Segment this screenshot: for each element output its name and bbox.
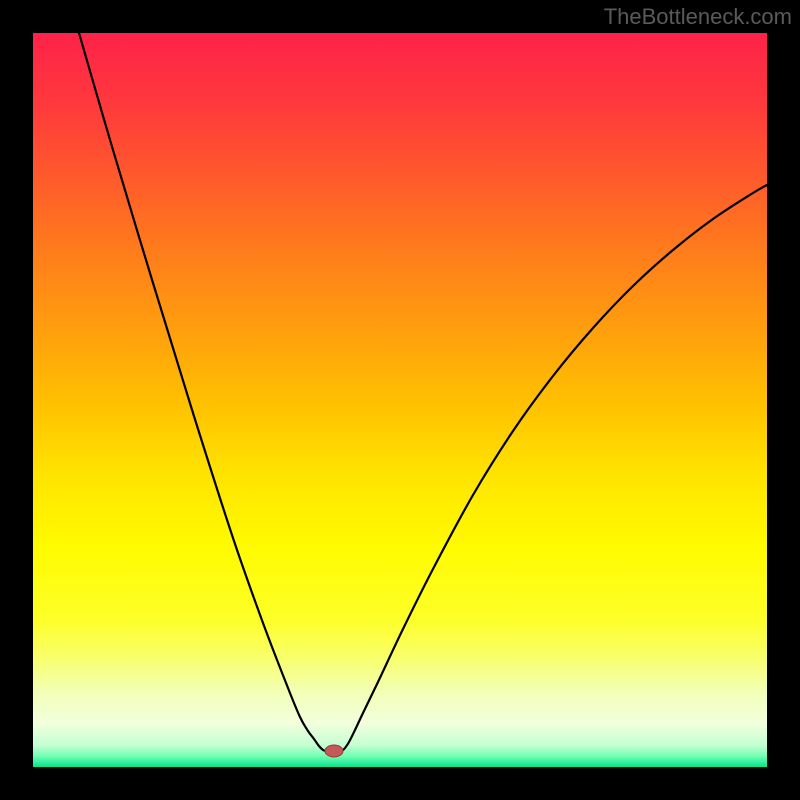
watermark-text: TheBottleneck.com <box>604 4 792 30</box>
optimum-marker <box>325 745 343 757</box>
chart-container: TheBottleneck.com <box>0 0 800 800</box>
plot-area <box>33 33 767 767</box>
chart-svg <box>33 33 767 767</box>
gradient-background <box>33 33 767 767</box>
